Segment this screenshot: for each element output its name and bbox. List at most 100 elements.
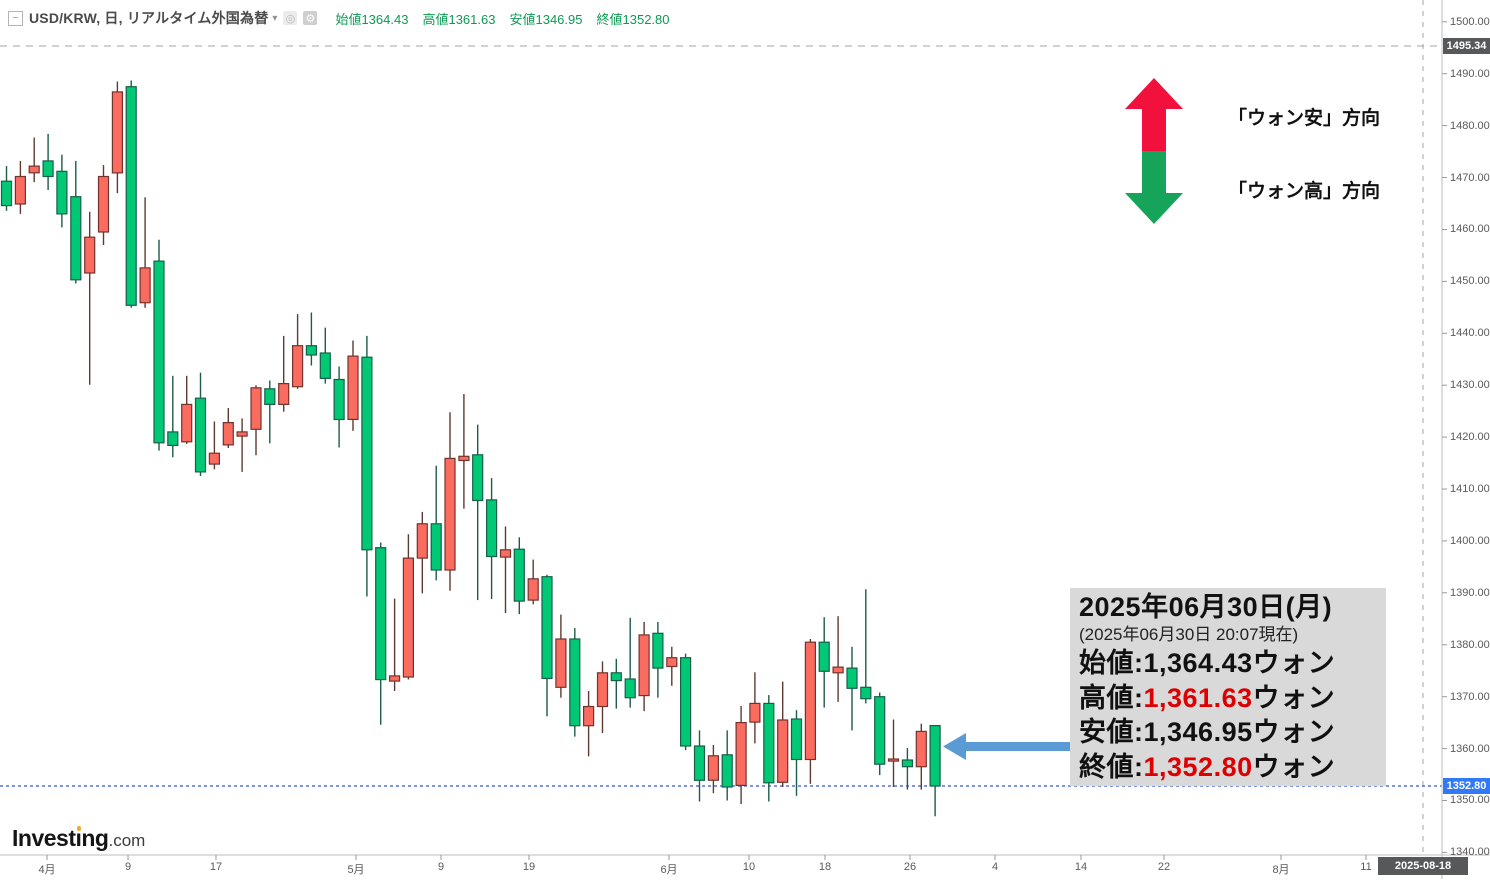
price-axis-label: 1440.00	[1450, 327, 1490, 340]
logo-orange-dot	[76, 826, 82, 831]
price-axis-label: 1340.00	[1450, 846, 1490, 859]
won-weak-direction-label: 「ウォン安」方向	[1228, 108, 1381, 129]
candle	[887, 719, 900, 787]
candle	[721, 730, 733, 801]
candle	[416, 511, 428, 594]
candle	[84, 211, 96, 385]
candle	[541, 574, 553, 717]
quote-low-row: 安値:1,346.95ウォン	[1079, 717, 1336, 747]
won-strong-direction-label: 「ウォン高」方向	[1228, 181, 1381, 202]
candle	[278, 335, 290, 412]
price-axis-label: 1450.00	[1450, 275, 1490, 288]
candle	[153, 239, 165, 451]
close-readout: 終値1352.80	[596, 11, 670, 27]
candle	[347, 340, 359, 431]
high-readout: 高値1361.63	[422, 11, 496, 27]
gear-icon[interactable]: ⚙	[303, 11, 318, 25]
date-axis-label: 11	[1360, 861, 1372, 873]
price-axis-label: 1380.00	[1450, 638, 1490, 651]
candle	[666, 646, 678, 686]
candle	[777, 681, 789, 787]
candle	[97, 165, 110, 245]
chevron-down-icon[interactable]: ▾	[272, 12, 278, 24]
candle	[14, 160, 26, 214]
date-axis-label: 17	[209, 861, 223, 873]
candle	[250, 385, 262, 456]
candle	[569, 628, 581, 737]
candle	[111, 81, 124, 194]
price-axis-label: 1390.00	[1450, 586, 1490, 599]
date-axis-label: 8月	[1272, 864, 1290, 876]
date-axis-label: 18	[818, 861, 832, 873]
candle	[804, 639, 817, 784]
candle	[693, 730, 706, 802]
candle	[70, 160, 82, 284]
candle	[430, 465, 442, 581]
candle	[915, 723, 927, 790]
candle	[901, 748, 914, 790]
visibility-icon[interactable]: ◎	[283, 11, 298, 25]
date-axis-label: 9	[124, 861, 132, 873]
candle	[735, 706, 747, 805]
quote-date: 2025年06月30日(月)	[1079, 592, 1333, 622]
down-arrow-icon	[1125, 151, 1183, 224]
crosshair-date-badge: 2025-08-18	[1378, 857, 1468, 875]
price-axis-label: 1480.00	[1450, 119, 1490, 132]
date-axis-label: 9	[437, 861, 445, 873]
collapse-legend-icon[interactable]: −	[8, 10, 23, 26]
price-axis-label: 1360.00	[1450, 742, 1490, 755]
price-axis-label: 1430.00	[1450, 379, 1490, 392]
candle	[832, 616, 844, 702]
date-axis-label: 22	[1157, 861, 1171, 873]
candle	[860, 589, 872, 704]
candle	[222, 408, 234, 448]
candle	[638, 621, 650, 712]
investing-logo[interactable]: Investı ng.com	[12, 825, 146, 851]
candle	[194, 372, 207, 476]
price-axis-label: 1400.00	[1450, 534, 1490, 547]
ohlc-readout: 始値1364.43 高値1361.63 安値1346.95 終値1352.80	[335, 9, 669, 28]
candle	[167, 375, 179, 458]
date-axis-label: 4	[991, 861, 999, 873]
candle	[555, 614, 567, 698]
candle	[236, 418, 248, 472]
candle	[42, 133, 54, 190]
symbol-title[interactable]: USD/KRW, 日, リアルタイム外国為替	[29, 10, 269, 26]
daily-quote-info-box: 2025年06月30日(月) (2025年06月30日 20:07現在) 始値:…	[1070, 588, 1386, 786]
candle	[333, 366, 345, 448]
last-price-badge: 1352.80	[1443, 777, 1490, 794]
quote-timestamp: (2025年06月30日 20:07現在)	[1079, 625, 1299, 644]
candle	[319, 327, 331, 384]
candle	[375, 542, 387, 725]
candle	[305, 312, 317, 366]
low-readout: 安値1346.95	[509, 11, 583, 27]
price-axis-label: 1500.00	[1450, 15, 1490, 28]
candle	[292, 314, 304, 389]
up-arrow-icon	[1125, 78, 1183, 151]
candle	[652, 621, 664, 698]
candle	[874, 692, 886, 776]
high-price-badge: 1495.34	[1443, 37, 1490, 54]
candle	[790, 710, 803, 796]
candle	[402, 534, 414, 680]
date-axis-label: 19	[522, 861, 536, 873]
last-candle-pointer-arrow	[943, 733, 1070, 760]
date-axis-label: 6月	[660, 864, 678, 876]
candle	[624, 617, 636, 708]
quote-high-row: 高値:1,361.63ウォン	[1079, 682, 1336, 713]
candle	[513, 537, 525, 615]
price-axis-label: 1470.00	[1450, 171, 1490, 184]
candle	[596, 661, 609, 733]
open-readout: 始値1364.43	[335, 11, 409, 27]
candle	[472, 424, 484, 601]
chart-legend: − USD/KRW, 日, リアルタイム外国為替 ▾ ◎ ⚙ 始値1364.43…	[8, 9, 670, 27]
candle	[818, 617, 830, 708]
candle	[499, 526, 512, 614]
candle	[208, 421, 220, 470]
price-axis-label: 1420.00	[1450, 431, 1490, 444]
price-axis-label: 1410.00	[1450, 483, 1490, 496]
candle	[28, 137, 40, 183]
candle	[846, 646, 858, 731]
candle	[458, 394, 470, 509]
